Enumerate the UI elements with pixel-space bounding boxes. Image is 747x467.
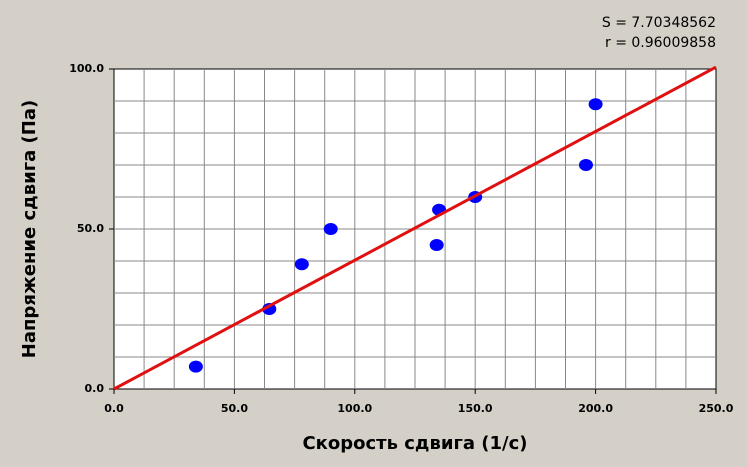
y-tick-label: 0.0 [85, 382, 105, 395]
data-point [294, 258, 309, 271]
x-tick-label: 100.0 [337, 402, 372, 415]
data-point [262, 303, 277, 315]
data-point [578, 159, 593, 171]
x-axis-label: Скорость сдвига (1/с) [302, 433, 527, 454]
data-point [588, 98, 603, 111]
x-tick-label: 250.0 [699, 402, 734, 415]
y-tick-label: 100.0 [69, 62, 104, 75]
annotation: S = 7.70348562 [602, 15, 716, 31]
annotation: r = 0.96009858 [605, 35, 716, 51]
x-tick-label: 150.0 [458, 402, 493, 415]
y-tick-label: 50.0 [77, 222, 104, 235]
x-tick-label: 0.0 [104, 402, 124, 415]
x-tick-label: 200.0 [578, 402, 613, 415]
data-point [323, 223, 338, 235]
data-point [188, 360, 203, 373]
y-axis-label: Напряжение сдвига (Па) [19, 100, 40, 358]
fit-line [113, 65, 717, 391]
x-tick-label: 50.0 [221, 402, 248, 415]
data-point [429, 239, 444, 251]
